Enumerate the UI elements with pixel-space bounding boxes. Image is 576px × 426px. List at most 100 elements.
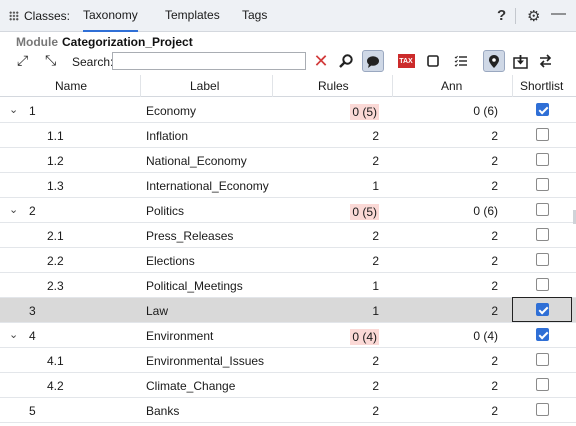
table-row[interactable]: ⌄ 2 Politics 0 (5) 0 (6) (0, 198, 576, 223)
row-ann: 0 (6) (473, 104, 498, 118)
row-rules: 0 (5) (350, 104, 379, 120)
table-row[interactable]: 4.2 Climate_Change 2 2 (0, 373, 576, 398)
shortlist-checkbox[interactable] (536, 203, 549, 216)
row-label: Law (146, 304, 169, 318)
column-header-ann[interactable]: Ann (441, 79, 463, 93)
shortlist-checkbox[interactable] (536, 103, 549, 116)
row-label: Environmental_Issues (146, 354, 265, 368)
row-label: Inflation (146, 129, 189, 143)
shortlist-checkbox[interactable] (536, 153, 549, 166)
expand-caret-icon[interactable]: ⌄ (9, 204, 19, 216)
tax-icon[interactable]: TAX (395, 50, 417, 72)
row-name: 2.1 (47, 229, 64, 243)
row-label: National_Economy (146, 154, 247, 168)
expand-caret-icon[interactable]: ⌄ (9, 104, 19, 116)
search-toolbar: ⤢ ⤡ Search: ✕ TAX (0, 50, 576, 74)
row-label: International_Economy (146, 179, 269, 193)
row-ann: 2 (491, 279, 498, 293)
minimize-icon[interactable]: — (551, 5, 566, 22)
window-icon[interactable] (422, 50, 444, 72)
drag-grip-icon[interactable] (9, 11, 19, 21)
table-row[interactable]: 5 Banks 2 2 (0, 398, 576, 423)
row-label: Climate_Change (146, 379, 236, 393)
gear-icon[interactable]: ⚙ (527, 8, 541, 25)
row-rules: 0 (4) (350, 329, 379, 345)
row-rules: 2 (372, 229, 379, 243)
row-name: 5 (29, 404, 36, 418)
shortlist-checkbox[interactable] (536, 178, 549, 191)
table-row[interactable]: ⌄ 4 Environment 0 (4) 0 (4) (0, 323, 576, 348)
shortlist-checkbox[interactable] (536, 228, 549, 241)
table-row[interactable]: 2.2 Elections 2 2 (0, 248, 576, 273)
column-header-rules[interactable]: Rules (318, 79, 349, 93)
table-row[interactable]: 3 Law 1 2 (0, 297, 576, 323)
shortlist-checkbox[interactable] (536, 278, 549, 291)
shortlist-checkbox[interactable] (536, 403, 549, 416)
focused-cell (512, 297, 572, 322)
table-row[interactable]: 1.2 National_Economy 2 2 (0, 148, 576, 173)
tab-taxonomy[interactable]: Taxonomy (83, 8, 138, 32)
row-rules: 2 (372, 404, 379, 418)
classes-label: Classes: (24, 9, 71, 23)
location-pin-icon[interactable] (483, 50, 505, 72)
row-ann: 2 (491, 304, 498, 318)
swap-icon[interactable] (534, 50, 556, 72)
expand-all-icon[interactable]: ⤢ (17, 52, 29, 68)
table-row[interactable]: 1.3 International_Economy 1 2 (0, 173, 576, 198)
row-ann: 2 (491, 129, 498, 143)
row-rules: 2 (372, 129, 379, 143)
expand-caret-icon[interactable]: ⌄ (9, 329, 19, 341)
column-divider (512, 75, 513, 97)
row-ann: 0 (4) (473, 329, 498, 343)
search-input[interactable] (112, 52, 306, 70)
shortlist-checkbox[interactable] (536, 303, 549, 316)
row-ann: 2 (491, 404, 498, 418)
row-ann: 2 (491, 354, 498, 368)
divider (515, 8, 516, 24)
row-label: Banks (146, 404, 180, 418)
table-row[interactable]: ⌄ 1 Economy 0 (5) 0 (6) (0, 98, 576, 123)
table-row[interactable]: 4.1 Environmental_Issues 2 2 (0, 348, 576, 373)
row-label: Press_Releases (146, 229, 234, 243)
checklist-icon[interactable] (450, 50, 472, 72)
row-rules: 2 (372, 354, 379, 368)
table-row[interactable]: 2.1 Press_Releases 2 2 (0, 223, 576, 248)
help-icon[interactable]: ? (497, 7, 507, 24)
taxonomy-grid: Name Label Rules Ann Shortlist ⌄ 1 Economy… (0, 75, 576, 426)
search-icon[interactable] (335, 50, 357, 72)
comment-filter-icon[interactable] (362, 50, 384, 72)
row-ann: 2 (491, 379, 498, 393)
row-name: 1.2 (47, 154, 64, 168)
row-name: 1.3 (47, 179, 64, 193)
tax-label: TAX (397, 54, 415, 68)
grid-header: Name Label Rules Ann Shortlist (0, 75, 576, 97)
tab-templates[interactable]: Templates (165, 8, 220, 22)
shortlist-checkbox[interactable] (536, 253, 549, 266)
row-rules: 0 (5) (350, 204, 379, 220)
shortlist-checkbox[interactable] (536, 128, 549, 141)
column-header-shortlist[interactable]: Shortlist (520, 79, 564, 93)
row-rules: 1 (372, 279, 379, 293)
shortlist-checkbox[interactable] (536, 353, 549, 366)
row-ann: 2 (491, 229, 498, 243)
download-icon[interactable] (509, 50, 531, 72)
row-name: 4.1 (47, 354, 64, 368)
row-name: 1.1 (47, 129, 64, 143)
shortlist-checkbox[interactable] (536, 328, 549, 341)
row-rules: 2 (372, 254, 379, 268)
table-row[interactable]: 1.1 Inflation 2 2 (0, 123, 576, 148)
column-header-label[interactable]: Label (190, 79, 220, 93)
shortlist-checkbox[interactable] (536, 378, 549, 391)
row-label: Political_Meetings (146, 279, 243, 293)
tab-tags[interactable]: Tags (242, 8, 268, 22)
row-name: 2.2 (47, 254, 64, 268)
clear-search-icon[interactable]: ✕ (313, 50, 329, 71)
row-ann: 0 (6) (473, 204, 498, 218)
column-header-name[interactable]: Name (55, 79, 88, 93)
collapse-all-icon[interactable]: ⤡ (45, 52, 57, 68)
column-divider (392, 75, 393, 97)
row-label: Economy (146, 104, 197, 118)
table-row[interactable]: 2.3 Political_Meetings 1 2 (0, 273, 576, 298)
splitter-handle[interactable] (573, 210, 576, 224)
